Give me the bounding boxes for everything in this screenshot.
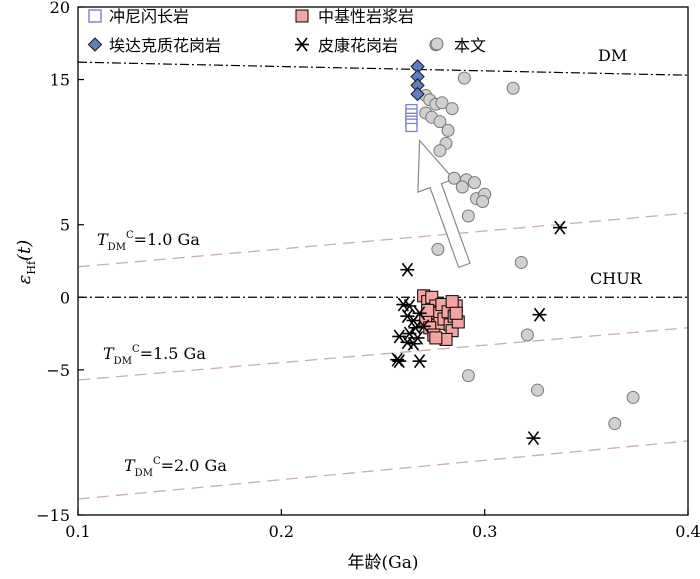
- data-point: [531, 383, 545, 397]
- legend-marker-adakitic-granite: [87, 37, 103, 52]
- y-axis-label-tail: (t): [14, 240, 35, 261]
- data-point: [441, 123, 455, 137]
- legend-label-chongni-diorite: 冲尼闪长岩: [109, 7, 189, 26]
- data-point: [416, 319, 431, 334]
- data-point: [406, 336, 421, 351]
- data-point: [552, 220, 567, 235]
- legend-marker-chongni-diorite: [88, 9, 102, 23]
- legend-label-this-study: 本文: [454, 36, 486, 55]
- data-point: [431, 242, 445, 256]
- y-tick-label: −15: [36, 506, 70, 525]
- reference-lines: [77, 61, 689, 500]
- data-point: [405, 122, 418, 133]
- y-tick-label: 20: [50, 0, 70, 17]
- x-tick-label: 0.1: [65, 522, 90, 541]
- data-point: [506, 81, 520, 95]
- data-point: [412, 306, 427, 321]
- data-point: [457, 71, 471, 85]
- dm-line-label: DM: [598, 46, 627, 65]
- data-point: [410, 86, 425, 102]
- x-axis-label: 年龄(Ga): [348, 553, 419, 573]
- data-point: [461, 369, 475, 383]
- arrow-shape: [417, 138, 471, 269]
- reference-line-3: [77, 327, 689, 381]
- data-point: [421, 303, 435, 317]
- y-axis-label-sub: Hf: [25, 260, 38, 275]
- data-point: [449, 306, 463, 320]
- tdm-1-5-label: TDMC=1.5 Ga: [103, 344, 206, 367]
- y-tick-label: 0: [60, 288, 70, 307]
- data-point: [429, 331, 443, 345]
- data-point: [445, 295, 459, 309]
- legend-label-mafic-magmatic: 中基性岩浆岩: [318, 7, 414, 26]
- data-point: [433, 144, 447, 158]
- data-point: [526, 431, 541, 446]
- data-series: [390, 38, 640, 446]
- legend-label-adakitic-granite: 埃达克质花岗岩: [109, 36, 221, 55]
- plot-frame: [77, 6, 689, 516]
- data-point: [445, 102, 459, 116]
- tdm-2-0-label: TDMC=2.0 Ga: [124, 456, 227, 479]
- chur-line-label: CHUR: [590, 269, 643, 288]
- series-3: [390, 220, 567, 446]
- data-point: [626, 390, 640, 404]
- tdm-1-0-label: TDMC=1.0 Ga: [97, 230, 200, 253]
- data-point: [390, 352, 405, 367]
- y-tick-label: 15: [50, 71, 70, 90]
- series-0: [405, 103, 418, 133]
- y-axis-label: εHf(t): [14, 240, 38, 285]
- data-point: [468, 176, 481, 190]
- data-point: [520, 328, 534, 342]
- data-point: [461, 209, 475, 223]
- data-point: [476, 194, 490, 208]
- legend-marker-pikang-granite: [295, 37, 309, 52]
- x-tick-label: 0.4: [675, 522, 700, 541]
- y-axis-label-main: ε: [14, 275, 35, 285]
- series-1: [417, 289, 465, 346]
- series-2: [410, 59, 425, 102]
- x-tick-label: 0.3: [472, 522, 497, 541]
- reference-line-4: [77, 440, 689, 500]
- data-point: [514, 255, 528, 269]
- legend-marker-this-study: [430, 37, 444, 51]
- data-point: [400, 262, 415, 277]
- data-point: [532, 307, 547, 322]
- data-point: [435, 96, 449, 110]
- axes: 0.1 0.2 0.3 0.4 −15 −5 0 5 15 20: [36, 0, 700, 541]
- data-point: [455, 180, 469, 194]
- plot-background: [78, 7, 688, 515]
- y-tick-label: −5: [46, 361, 70, 380]
- legend: 冲尼闪长岩 中基性岩浆岩 埃达克质花岗岩 皮康花岗岩 本文: [87, 7, 486, 55]
- legend-marker-mafic-magmatic: [295, 9, 309, 23]
- annotation-arrow: [417, 138, 471, 269]
- data-point: [412, 354, 427, 369]
- data-point: [608, 417, 622, 431]
- x-tick-label: 0.2: [269, 522, 294, 541]
- reference-line-2: [77, 212, 689, 268]
- legend-label-pikang-granite: 皮康花岗岩: [318, 36, 398, 55]
- data-point: [433, 115, 447, 129]
- y-tick-label: 5: [60, 216, 70, 235]
- data-point: [392, 329, 407, 344]
